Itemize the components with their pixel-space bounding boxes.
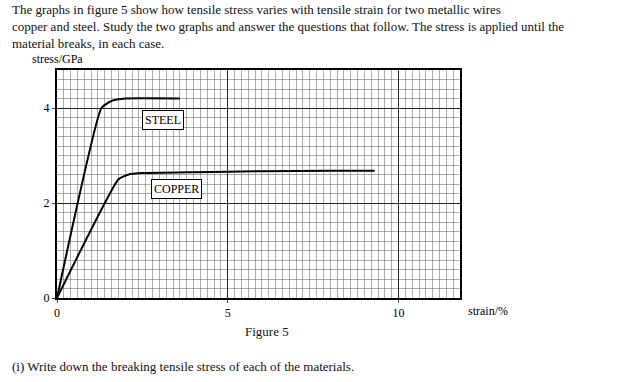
svg-text:stress/GPa: stress/GPa — [32, 52, 83, 66]
svg-text:2: 2 — [44, 196, 50, 210]
svg-text:10: 10 — [393, 306, 405, 320]
html-text:copper and steel. Study the tw: copper and steel. Study the two graphs a… — [12, 19, 564, 34]
html-text:Figure 5: Figure 5 — [245, 324, 289, 339]
svg-text:0: 0 — [44, 291, 50, 305]
html-text:material breaks, in each case.: material breaks, in each case. — [12, 36, 165, 51]
svg-text:0: 0 — [54, 306, 60, 320]
html-text:The graphs in figure 5 show ho: The graphs in figure 5 show how tensile … — [12, 2, 501, 17]
svg-text:4: 4 — [44, 101, 50, 115]
svg-text:strain/%: strain/% — [468, 304, 508, 318]
svg-text:COPPER: COPPER — [154, 182, 199, 196]
html-text:(i) Write down the breaking te: (i) Write down the breaking tensile stre… — [12, 359, 355, 374]
svg-text:5: 5 — [225, 306, 231, 320]
svg-text:STEEL: STEEL — [145, 113, 181, 127]
